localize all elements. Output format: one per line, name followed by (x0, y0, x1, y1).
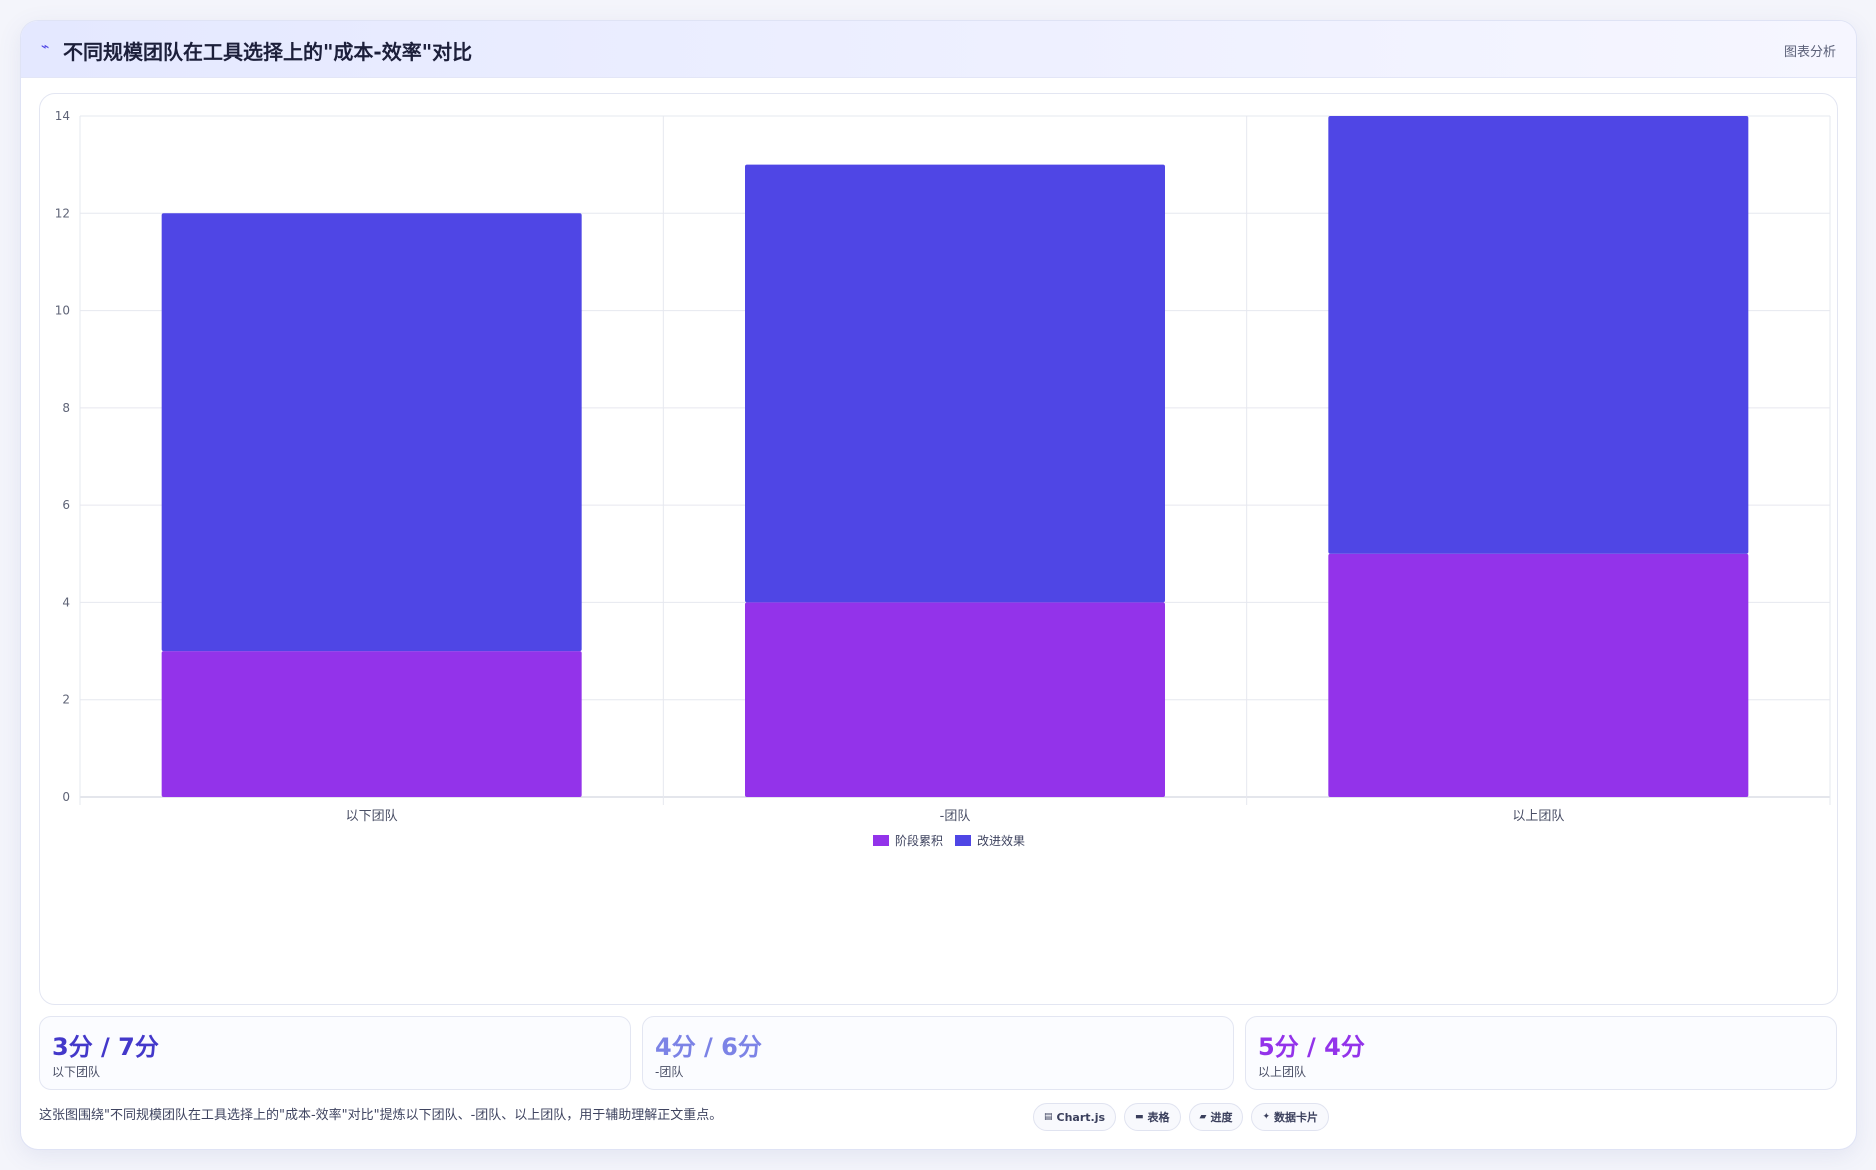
y-tick-label: 14 (55, 109, 70, 123)
chip-data-card[interactable]: ✦ 数据卡片 (1251, 1103, 1330, 1131)
x-tick-label: 以上团队 (1512, 809, 1564, 824)
chart-title: 不同规模团队在工具选择上的"成本-效率"对比 (63, 40, 473, 64)
stat-label: 以上团队 (1258, 1065, 1307, 1079)
sparkle-icon: ✦ (1262, 1112, 1271, 1122)
chip-label: 表格 (1147, 1111, 1170, 1124)
legend-label: 改进效果 (977, 833, 1025, 848)
chart-description: 这张图围绕"不同规模团队在工具选择上的"成本-效率"对比"提炼以下团队、-团队、… (39, 1108, 723, 1123)
chip-table[interactable]: ▬ 表格 (1124, 1103, 1181, 1131)
y-tick-label: 10 (55, 304, 70, 318)
stat-card-small-team: 3分 / 7分 以下团队 (39, 1016, 631, 1090)
y-tick-label: 12 (55, 206, 70, 220)
progress-icon: ▰ (1199, 1112, 1207, 1122)
stat-label: 以下团队 (52, 1065, 101, 1079)
tech-chips: ▤ Chart.js ▬ 表格 ▰ 进度 ✦ 数据卡片 (1033, 1103, 1330, 1131)
x-tick-label: -团队 (940, 809, 971, 824)
table-icon: ▬ (1135, 1112, 1144, 1122)
legend-label: 阶段累积 (895, 833, 943, 848)
chart-analysis-tag: 图表分析 (1783, 45, 1836, 60)
chip-progress[interactable]: ▰ 进度 (1188, 1103, 1244, 1131)
chip-label: 数据卡片 (1274, 1111, 1319, 1124)
y-tick-label: 4 (62, 595, 70, 609)
stat-label: -团队 (655, 1065, 684, 1079)
y-tick-label: 0 (62, 790, 70, 804)
chip-label: Chart.js (1056, 1110, 1106, 1124)
bar-segment (745, 164, 1165, 603)
chip-label: 进度 (1210, 1111, 1233, 1124)
stat-value: 3分 / 7分 (52, 1033, 159, 1061)
bar-segment (1328, 116, 1749, 554)
chart-icon: ▤ (1044, 1112, 1053, 1122)
stat-value: 4分 / 6分 (655, 1033, 762, 1061)
legend-swatch (955, 835, 971, 846)
bar-segment (161, 213, 582, 652)
stat-value: 5分 / 4分 (1258, 1033, 1365, 1061)
bar-segment (1328, 553, 1749, 797)
chart-card: ⌁ 不同规模团队在工具选择上的"成本-效率"对比 图表分析 0 2 4 6 8 10 12 1… (20, 20, 1857, 1150)
legend-swatch (873, 835, 889, 846)
stat-card-large-team: 5分 / 4分 以上团队 (1245, 1016, 1837, 1090)
card-header: ⌁ 不同规模团队在工具选择上的"成本-效率"对比 图表分析 (21, 21, 1856, 78)
chart-panel: 0 2 4 6 8 10 12 14 以下团队 -团队 以上团队阶段累积 改进效果 (39, 93, 1838, 1005)
x-tick-label: 以下团队 (346, 809, 398, 824)
stat-card-mid-team: 4分 / 6分 -团队 (642, 1016, 1234, 1090)
y-tick-label: 2 (62, 693, 70, 707)
trend-line-icon: ⌁ (41, 39, 50, 55)
chip-chartjs[interactable]: ▤ Chart.js (1033, 1103, 1117, 1131)
y-tick-label: 6 (62, 498, 70, 512)
y-tick-label: 8 (62, 401, 70, 415)
bar-segment (745, 602, 1165, 797)
bar-segment (161, 651, 582, 797)
